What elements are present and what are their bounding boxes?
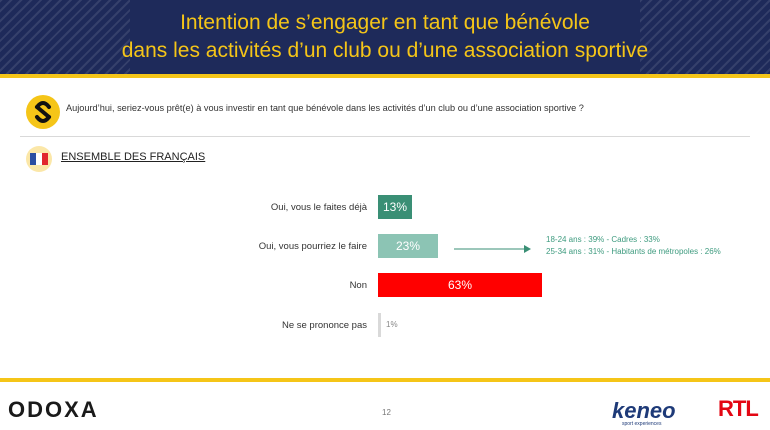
keneo-tagline: sport experiences	[622, 421, 662, 427]
title-line-2: dans les activités d’un club ou d’une as…	[121, 39, 649, 62]
footer-gold-bar	[0, 378, 770, 382]
data-label-0: 13%	[382, 200, 408, 214]
annotation-line-1: 18-24 ans : 39% - Cadres : 33%	[546, 235, 660, 244]
data-label-3: 1%	[386, 320, 398, 329]
bar-oui-pourriez: 23%	[378, 234, 438, 258]
title-line-1: Intention de s’engager en tant que bénév…	[180, 11, 590, 34]
odoxa-logo: ODOXA	[8, 397, 99, 422]
category-label-1: Oui, vous pourriez le faire	[258, 241, 367, 252]
rtl-logo: RTL	[718, 396, 759, 421]
bar-oui-deja: 13%	[378, 195, 412, 219]
category-label-3: Ne se prononce pas	[281, 320, 367, 331]
data-label-1: 23%	[395, 239, 421, 253]
page-title: Intention de s’engager en tant que bénév…	[0, 9, 770, 65]
divider	[20, 136, 750, 137]
header-stripes-right	[640, 0, 770, 74]
question-text: Aujourd’hui, seriez-vous prêt(e) à vous …	[66, 103, 584, 113]
question-icon	[26, 95, 60, 129]
arrow-icon	[454, 245, 531, 253]
page-number: 12	[382, 408, 391, 417]
annotation-line-2: 25-34 ans : 31% - Habitants de métropole…	[546, 247, 721, 256]
bar-nsp	[378, 313, 381, 337]
header-stripes-left	[0, 0, 130, 74]
category-label-0: Oui, vous le faites déjà	[270, 202, 367, 213]
keneo-logo: keneo	[612, 398, 676, 423]
france-flag-icon	[26, 146, 52, 172]
category-label-2: Non	[349, 280, 367, 291]
header-gold-bar	[0, 74, 770, 78]
header-banner: Intention de s’engager en tant que bénév…	[0, 0, 770, 74]
section-label: ENSEMBLE DES FRANÇAIS	[61, 151, 206, 163]
data-label-2: 63%	[447, 278, 473, 292]
bar-non: 63%	[378, 273, 542, 297]
